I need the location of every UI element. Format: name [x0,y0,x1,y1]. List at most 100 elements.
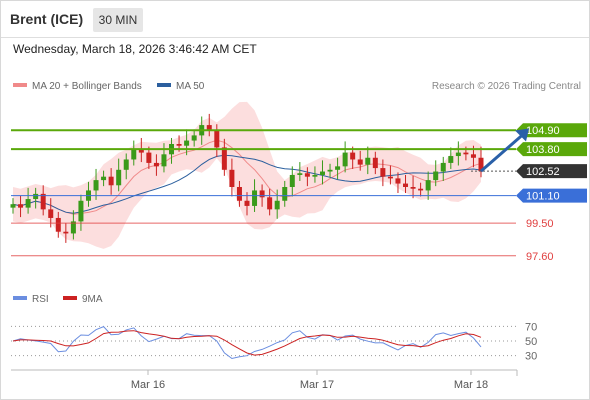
candle-body [448,156,454,163]
candle-body [116,169,122,186]
legend-ma50-label: MA 50 [176,81,205,92]
candle-body [425,180,431,191]
candle-body [259,190,265,198]
candle-body [478,157,484,172]
bollinger-band [13,101,481,249]
rsi-swatch [13,296,27,301]
candle-body [10,204,16,208]
candle-body [18,204,24,208]
candle-body [153,162,159,167]
candle-body [319,171,325,175]
legend-ma20: MA 20 + Bollinger Bands [13,81,142,92]
rsi-line [12,326,482,360]
candle-body [146,152,152,163]
level-tag-103.80 [516,142,587,157]
header-divider [1,37,589,38]
candle-body [123,159,129,170]
candle-body [55,217,61,232]
candle-body [433,171,439,181]
level-tag-101.10 [516,188,587,203]
candle-body [108,176,114,186]
candle-body [70,221,76,234]
forecast-arrow-shaft [480,133,524,173]
candle-body [221,147,227,170]
candle-body [274,200,280,210]
candle-body [410,187,416,189]
timeframe-badge[interactable]: 30 MIN [93,8,143,32]
candle-body [138,149,144,153]
level-tag-104.90 [516,123,587,138]
candle-body [304,173,310,177]
candle-body [214,130,220,148]
rsi-level-label: 30 [525,351,537,363]
candle-body [229,169,235,187]
candle-body [191,135,197,141]
candle-body [335,166,341,170]
legend-9ma: 9MA [63,294,103,305]
candle-body [365,157,371,165]
candle-body [289,174,295,187]
candle-body [184,140,190,146]
candle-body [236,187,242,201]
candle-body [380,168,386,177]
forecast-arrow-head [515,128,529,142]
level-label-99.50: 99.50 [526,218,554,230]
legend-ma20-label: MA 20 + Bollinger Bands [32,81,142,92]
credit-text: Research © 2026 Trading Central [431,81,581,92]
legend-rsi-label: RSI [32,294,49,305]
candle-body [131,149,137,160]
x-tick-label: Mar 16 [131,379,165,391]
candle-body [403,183,409,187]
rsi-9ma-line [12,330,482,356]
rsi-level-label: 50 [525,336,537,348]
candle-body [342,152,348,167]
candle-body [161,154,167,167]
candle-body [418,188,424,191]
candle-body [25,199,31,208]
candle-body [350,152,356,160]
legend-ma50: MA 50 [157,81,204,92]
instrument-title: Brent (ICE) [10,11,84,27]
rsi-level-label: 70 [525,321,537,333]
ma20-line [12,139,482,215]
candle-body [440,162,446,172]
ma50-line [12,154,482,214]
legend-9ma-label: 9MA [82,294,103,305]
candle-body [395,178,401,184]
candle-body [372,157,378,169]
candle-body [463,152,469,155]
candle-body [206,125,212,131]
candle-body [176,144,182,146]
candle-body [63,231,69,234]
candle-body [40,193,46,210]
candle-body [387,176,393,179]
legend-rsi: RSI [13,294,49,305]
candle-body [297,173,303,175]
level-label-103.80: 103.80 [526,144,560,156]
candle-body [244,200,250,206]
level-label-101.10: 101.10 [526,191,560,203]
9ma-swatch [63,296,77,301]
level-label-97.60: 97.60 [526,251,554,263]
candle-body [282,187,288,201]
candle-body [455,152,461,157]
level-label-104.90: 104.90 [526,125,560,137]
x-tick-label: Mar 17 [300,379,334,391]
level-label-102.52: 102.52 [526,166,560,178]
candle-body [357,159,363,165]
candle-body [312,174,318,177]
candle-body [78,200,84,222]
candle-body [470,154,476,158]
ma50-swatch [157,83,171,88]
candle-body [93,180,99,191]
timestamp: Wednesday, March 18, 2026 3:46:42 AM CET [13,42,257,56]
candle-body [252,190,258,206]
level-tag-102.52 [516,164,587,179]
candle-body [267,197,273,210]
candle-body [48,209,54,218]
x-tick-label: Mar 18 [454,379,488,391]
candle-body [101,176,107,181]
candle-body [33,193,39,200]
